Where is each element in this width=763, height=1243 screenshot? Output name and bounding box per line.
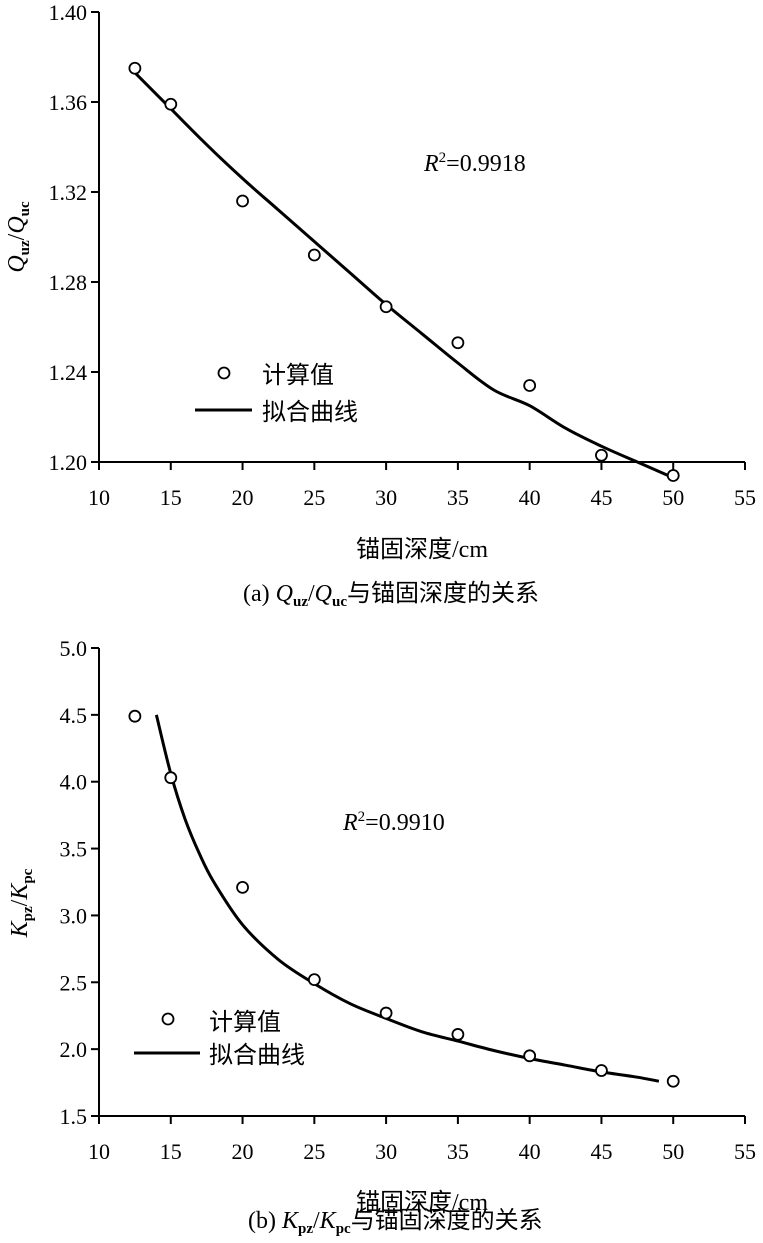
data-point-marker <box>164 771 178 785</box>
x-tick-label: 55 <box>734 1139 756 1164</box>
legend-label-markers: 计算值 <box>209 1008 281 1036</box>
y-tick-label: 1.32 <box>49 180 88 205</box>
x-tick-label: 20 <box>232 1139 254 1164</box>
fit-curve-line-series-1 <box>133 71 674 480</box>
x-tick-label: 30 <box>375 1139 397 1164</box>
figure-caption: (b) Kpz/Kpc与锚固深度的关系 <box>248 1206 543 1237</box>
data-point-marker <box>379 1006 393 1020</box>
y-tick-label: 2.0 <box>60 1037 88 1062</box>
x-tick-label: 10 <box>88 485 110 510</box>
y-tick-label: 1.36 <box>49 90 88 115</box>
chart-panel-b: 10 15 20 25 30 35 40 45 50 55 1.5 2.0 2.5 3.0 3.5 4.0 4.… <box>0 620 763 1243</box>
y-tick-label: 4.5 <box>60 703 88 728</box>
chart-panel-a: 10 15 20 25 30 35 40 45 50 55 1.20 1.24 1.28 1.32 1.36… <box>0 0 763 620</box>
x-tick-label: 25 <box>303 485 325 510</box>
data-point-marker <box>128 709 142 723</box>
data-point-marker <box>164 97 178 111</box>
x-tick-label: 45 <box>590 1139 612 1164</box>
fit-curve-line-series-1 <box>154 714 660 1083</box>
x-tick-label: 35 <box>447 485 469 510</box>
y-axis-title: Kpz/Kpc <box>7 868 36 938</box>
x-tick-label: 25 <box>303 1139 325 1164</box>
x-tick-label: 55 <box>734 485 756 510</box>
y-tick-label: 3.5 <box>60 837 88 862</box>
y-tick-label: 2.5 <box>60 970 88 995</box>
chart-b-svg: 10 15 20 25 30 35 40 45 50 55 1.5 2.0 2.5 3.0 3.5 4.0 4.… <box>7 636 756 1237</box>
data-point-marker <box>128 61 142 75</box>
y-tick-label: 1.28 <box>49 270 88 295</box>
y-tick-label: 1.20 <box>49 450 88 475</box>
x-axis-title: 锚固深度/cm <box>356 536 488 563</box>
y-tick-label: 1.5 <box>60 1104 88 1129</box>
figure-caption: (a) Quz/Quc与锚固深度的关系 <box>243 579 539 610</box>
data-point-marker <box>451 1028 465 1041</box>
legend-marker-icon <box>161 1012 175 1026</box>
x-tick-label: 20 <box>232 485 254 510</box>
x-tick-label: 15 <box>160 1139 182 1164</box>
data-point-marker <box>666 469 680 482</box>
x-tick-label: 50 <box>662 485 684 510</box>
data-point-marker <box>236 880 249 894</box>
x-tick-label: 40 <box>519 1139 541 1164</box>
x-tick-label: 30 <box>375 485 397 510</box>
legend-label-markers: 计算值 <box>262 361 334 389</box>
data-point-marker <box>595 448 608 462</box>
data-point-marker <box>236 194 249 208</box>
data-point-marker <box>307 248 321 262</box>
legend-label-line: 拟合曲线 <box>262 398 358 426</box>
x-tick-label: 35 <box>447 1139 469 1164</box>
x-axis-title: 锚固深度/cm <box>356 1189 488 1216</box>
data-point-marker <box>307 973 321 987</box>
x-tick-label: 40 <box>519 485 541 510</box>
r-squared-annotation: R2=0.9918 <box>423 150 526 177</box>
y-tick-label: 1.24 <box>49 360 88 385</box>
x-tick-label: 10 <box>88 1139 110 1164</box>
data-point-marker <box>451 336 465 350</box>
data-point-marker <box>523 379 537 392</box>
legend-marker-icon <box>217 366 231 380</box>
data-point-marker <box>523 1049 537 1063</box>
data-point-marker <box>379 300 393 314</box>
y-tick-label: 5.0 <box>60 636 88 661</box>
data-point-marker <box>595 1064 608 1077</box>
y-axis-title: Quz/Quc <box>4 201 33 273</box>
x-tick-label: 15 <box>160 485 182 510</box>
y-tick-label: 1.40 <box>49 0 88 25</box>
y-tick-label: 3.0 <box>60 903 88 928</box>
x-tick-label: 50 <box>662 1139 684 1164</box>
x-tick-label: 45 <box>590 485 612 510</box>
y-tick-label: 4.0 <box>60 770 88 795</box>
data-point-marker <box>666 1074 680 1088</box>
r-squared-annotation: R2=0.9910 <box>342 809 445 836</box>
chart-a-svg: 10 15 20 25 30 35 40 45 50 55 1.20 1.24 1.28 1.32 1.36… <box>4 0 756 610</box>
legend-label-line: 拟合曲线 <box>209 1041 305 1069</box>
